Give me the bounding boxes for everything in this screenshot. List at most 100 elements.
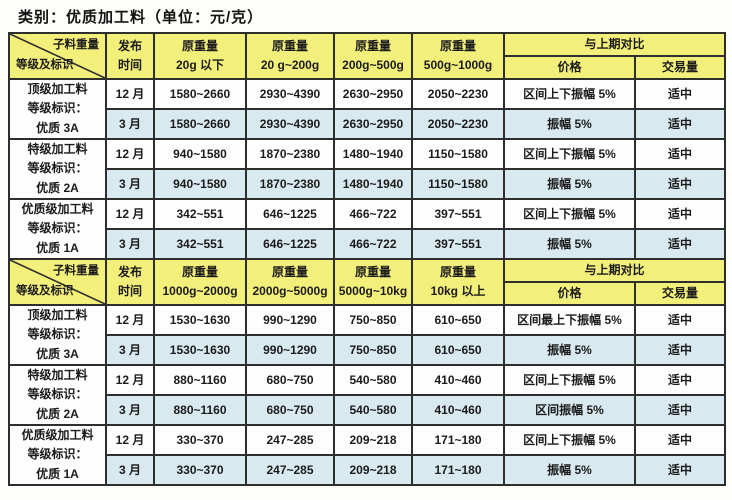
volume-cell: 适中 <box>633 454 727 486</box>
corner-top-label: 子料重量 <box>53 265 99 277</box>
price-range-cell: 171~180 <box>411 454 505 486</box>
month-cell: 3 月 <box>105 168 155 200</box>
price-trend-cell: 振幅 5% <box>503 228 636 260</box>
weight-header: 原重量 20 g~200g <box>245 32 335 80</box>
weight-header: 原重量 20g 以下 <box>153 32 247 80</box>
price-range-cell: 2050~2230 <box>411 108 505 140</box>
volume-cell: 适中 <box>633 198 727 230</box>
price-range-cell: 990~1290 <box>245 334 335 366</box>
price-range-cell: 410~460 <box>411 364 505 396</box>
price-range-cell: 680~750 <box>245 364 335 396</box>
price-trend-cell: 振幅 5% <box>503 334 636 366</box>
price-range-cell: 750~850 <box>333 334 413 366</box>
weight-header: 原重量 10kg 以上 <box>411 258 505 306</box>
month-cell: 12 月 <box>105 138 155 170</box>
price-range-cell: 680~750 <box>245 394 335 426</box>
price-range-cell: 880~1160 <box>153 394 247 426</box>
price-range-cell: 540~580 <box>333 394 413 426</box>
corner-bottom-label: 等级及标识 <box>16 59 74 72</box>
category-cell: 顶级加工料 等级标识： 优质 3A <box>8 78 107 140</box>
category-cell: 特级加工料 等级标识： 优质 2A <box>8 364 107 426</box>
month-cell: 12 月 <box>105 78 155 110</box>
weight-header: 原重量 500g~1000g <box>411 32 505 80</box>
price-range-cell: 1530~1630 <box>153 334 247 366</box>
price-table: 子料重量 等级及标识 发布 时间 原重量 20g 以下 原重量 20 g~200… <box>8 32 727 486</box>
volume-cell: 适中 <box>633 424 727 456</box>
price-range-cell: 610~650 <box>411 304 505 336</box>
month-cell: 12 月 <box>105 198 155 230</box>
price-range-cell: 990~1290 <box>245 304 335 336</box>
weight-header: 原重量 200g~500g <box>333 32 413 80</box>
month-cell: 3 月 <box>105 454 155 486</box>
price-range-cell: 466~722 <box>333 198 413 230</box>
month-cell: 3 月 <box>105 394 155 426</box>
compare-header: 与上期对比 <box>502 32 727 57</box>
table-section-2: 子料重量 等级及标识 发布 时间 原重量 1000g~2000g 原重量 200… <box>8 258 727 486</box>
volume-cell: 适中 <box>633 78 727 110</box>
corner-header-cell: 子料重量 等级及标识 <box>8 32 107 80</box>
price-range-cell: 646~1225 <box>245 198 335 230</box>
volume-cell: 适中 <box>633 138 727 170</box>
price-header: 价格 <box>503 281 636 306</box>
diagonal-divider-icon <box>10 260 105 304</box>
compare-header: 与上期对比 <box>502 258 727 283</box>
volume-cell: 适中 <box>633 304 727 336</box>
page-title: 类别：优质加工料（单位：元/克） <box>18 9 264 26</box>
weight-header: 原重量 2000g~5000g <box>245 258 335 306</box>
price-range-cell: 171~180 <box>411 424 505 456</box>
page: 类别：优质加工料（单位：元/克） 子料重量 等级及标识 发布 时间 原重量 <box>8 9 727 486</box>
price-range-cell: 2630~2950 <box>333 108 413 140</box>
price-range-cell: 1150~1580 <box>411 168 505 200</box>
price-range-cell: 2050~2230 <box>411 78 505 110</box>
price-range-cell: 466~722 <box>333 228 413 260</box>
price-trend-cell: 区间上下振幅 5% <box>503 138 636 170</box>
price-trend-cell: 区间上下振幅 5% <box>503 424 636 456</box>
price-range-cell: 646~1225 <box>245 228 335 260</box>
price-trend-cell: 区间振幅 5% <box>503 394 636 426</box>
month-cell: 3 月 <box>105 334 155 366</box>
month-cell: 12 月 <box>105 424 155 456</box>
category-cell: 优质级加工料 等级标识： 优质 1A <box>8 198 107 260</box>
price-range-cell: 1870~2380 <box>245 168 335 200</box>
price-range-cell: 397~551 <box>411 228 505 260</box>
volume-cell: 适中 <box>633 108 727 140</box>
price-range-cell: 940~1580 <box>153 138 247 170</box>
price-range-cell: 2930~4390 <box>245 108 335 140</box>
volume-cell: 适中 <box>633 168 727 200</box>
price-range-cell: 540~580 <box>333 364 413 396</box>
price-range-cell: 330~370 <box>153 424 247 456</box>
corner-bottom-label: 等级及标识 <box>16 285 74 298</box>
price-range-cell: 1150~1580 <box>411 138 505 170</box>
month-cell: 3 月 <box>105 228 155 260</box>
price-trend-cell: 区间上下振幅 5% <box>503 78 636 110</box>
price-trend-cell: 区间最上下振幅 5% <box>503 304 636 336</box>
volume-header: 交易量 <box>633 55 727 80</box>
volume-cell: 适中 <box>633 228 727 260</box>
price-range-cell: 2930~4390 <box>245 78 335 110</box>
price-trend-cell: 区间上下振幅 5% <box>503 364 636 396</box>
table-section-1: 子料重量 等级及标识 发布 时间 原重量 20g 以下 原重量 20 g~200… <box>8 32 727 260</box>
price-range-cell: 330~370 <box>153 454 247 486</box>
volume-cell: 适中 <box>633 394 727 426</box>
price-range-cell: 880~1160 <box>153 364 247 396</box>
price-range-cell: 1480~1940 <box>333 138 413 170</box>
price-range-cell: 247~285 <box>245 424 335 456</box>
price-range-cell: 1480~1940 <box>333 168 413 200</box>
price-header: 价格 <box>503 55 636 80</box>
volume-cell: 适中 <box>633 334 727 366</box>
corner-top-label: 子料重量 <box>53 39 99 51</box>
price-range-cell: 940~1580 <box>153 168 247 200</box>
price-range-cell: 1870~2380 <box>245 138 335 170</box>
month-cell: 3 月 <box>105 108 155 140</box>
category-cell: 特级加工料 等级标识： 优质 2A <box>8 138 107 200</box>
price-trend-cell: 振幅 5% <box>503 454 636 486</box>
price-range-cell: 1530~1630 <box>153 304 247 336</box>
price-range-cell: 1580~2660 <box>153 108 247 140</box>
price-trend-cell: 振幅 5% <box>503 168 636 200</box>
price-range-cell: 410~460 <box>411 394 505 426</box>
price-trend-cell: 振幅 5% <box>503 108 636 140</box>
corner-header-cell: 子料重量 等级及标识 <box>8 258 107 306</box>
publish-time-header: 发布 时间 <box>105 32 155 80</box>
price-range-cell: 750~850 <box>333 304 413 336</box>
month-cell: 12 月 <box>105 364 155 396</box>
